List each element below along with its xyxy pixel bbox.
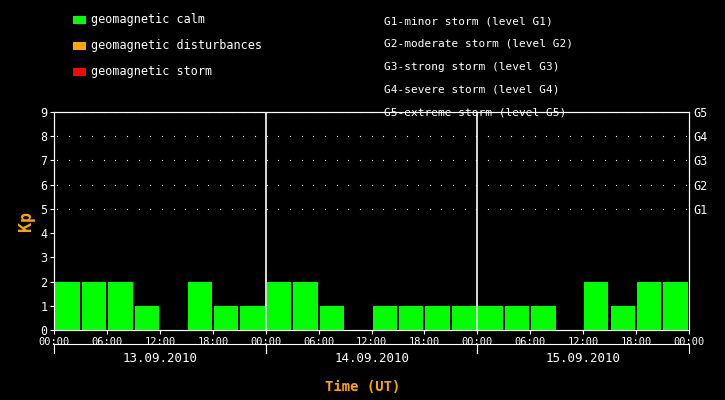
Text: 14.09.2010: 14.09.2010 [334, 352, 409, 365]
Bar [108, 282, 133, 330]
Text: G1-minor storm (level G1): G1-minor storm (level G1) [384, 16, 553, 26]
Bar [505, 306, 529, 330]
Text: G5-extreme storm (level G5): G5-extreme storm (level G5) [384, 107, 566, 117]
Bar [452, 306, 476, 330]
Bar [637, 282, 661, 330]
Text: geomagnetic disturbances: geomagnetic disturbances [91, 40, 262, 52]
Text: Time (UT): Time (UT) [325, 380, 400, 394]
Text: 15.09.2010: 15.09.2010 [545, 352, 621, 365]
Text: G3-strong storm (level G3): G3-strong storm (level G3) [384, 62, 560, 72]
Bar [399, 306, 423, 330]
Bar [135, 306, 159, 330]
Bar [82, 282, 106, 330]
Bar [320, 306, 344, 330]
Bar [426, 306, 450, 330]
Bar [241, 306, 265, 330]
Text: geomagnetic calm: geomagnetic calm [91, 14, 205, 26]
Bar [663, 282, 688, 330]
Bar [188, 282, 212, 330]
Text: 13.09.2010: 13.09.2010 [123, 352, 198, 365]
Bar [294, 282, 318, 330]
Y-axis label: Kp: Kp [17, 211, 35, 231]
Bar [584, 282, 608, 330]
Text: geomagnetic storm: geomagnetic storm [91, 66, 212, 78]
Bar [373, 306, 397, 330]
Text: G4-severe storm (level G4): G4-severe storm (level G4) [384, 84, 560, 94]
Bar [478, 306, 502, 330]
Bar [610, 306, 635, 330]
Bar [55, 282, 80, 330]
Bar [214, 306, 239, 330]
Bar [267, 282, 291, 330]
Text: G2-moderate storm (level G2): G2-moderate storm (level G2) [384, 39, 573, 49]
Bar [531, 306, 555, 330]
